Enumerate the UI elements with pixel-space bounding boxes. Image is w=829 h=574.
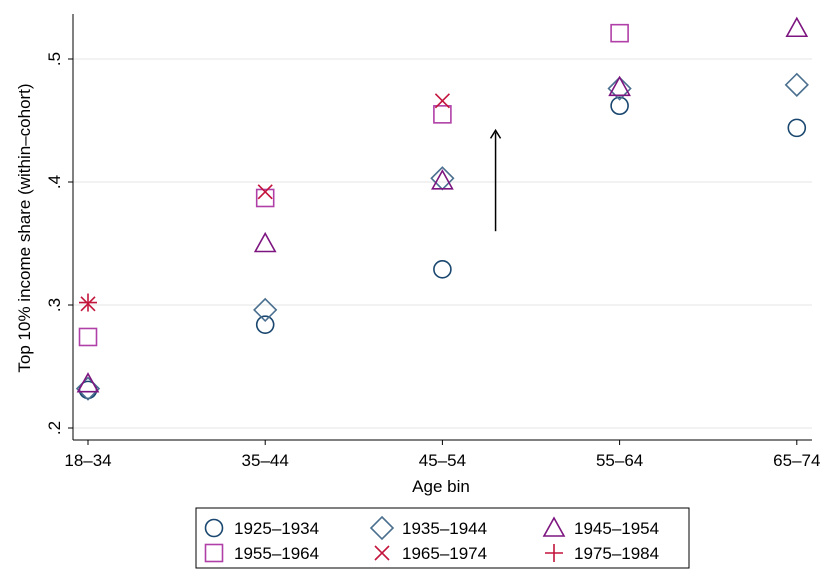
- data-point: [253, 297, 278, 323]
- y-axis-title: Top 10% income share (within–cohort): [15, 83, 34, 372]
- y-tick-label: .3: [45, 298, 64, 312]
- series-plus: [79, 293, 97, 312]
- legend-marker: [545, 544, 563, 562]
- x-marker-stroke: [374, 545, 390, 561]
- series-x: [80, 93, 450, 312]
- x-tick-label: 55–64: [596, 451, 643, 470]
- data-point: [75, 376, 101, 401]
- data-point: [434, 93, 450, 109]
- data-point: [608, 75, 631, 97]
- legend-marker: [542, 516, 566, 537]
- data-point: [607, 76, 632, 101]
- legend-label: 1965–1974: [402, 544, 487, 563]
- x-ticks: 18–34 35–44 45–54 55–64 65–74: [64, 440, 820, 470]
- legend-box: [195, 507, 690, 569]
- x-tick-label: 18–34: [64, 451, 111, 470]
- data-point: [79, 293, 97, 312]
- data-point: [431, 169, 454, 190]
- annotations: [489, 128, 502, 232]
- legend-marker: [374, 545, 390, 561]
- x-tick-label: 45–54: [419, 451, 466, 470]
- legend-label: 1975–1984: [574, 544, 659, 563]
- x-marker-stroke: [257, 184, 273, 200]
- data-point: [257, 184, 273, 200]
- x-tick-label: 65–74: [773, 451, 820, 470]
- data-point: [610, 23, 629, 43]
- legend-label: 1935–1944: [402, 519, 487, 538]
- data-point: [787, 118, 807, 138]
- data-point: [784, 72, 809, 97]
- arrow-head: [489, 128, 502, 139]
- legend-marker: [204, 543, 224, 563]
- data-point: [610, 96, 629, 116]
- legend: 1925–1934 1935–1944 1945–1954 1955–1964 1965…: [195, 507, 690, 569]
- data-point: [253, 231, 277, 253]
- data-point: [785, 16, 809, 38]
- legend-marker: [369, 515, 395, 541]
- series-triangle: [76, 16, 809, 393]
- data-point: [255, 188, 275, 208]
- data-point: [78, 327, 98, 347]
- legend-label: 1925–1934: [234, 519, 319, 538]
- data-point: [433, 260, 452, 279]
- y-tick-label: .5: [45, 52, 64, 66]
- y-ticks: .2 .3 .4 .5: [45, 52, 73, 435]
- legend-label: 1955–1964: [234, 544, 319, 563]
- x-axis-title: Age bin: [412, 477, 470, 496]
- gridlines: [73, 58, 812, 429]
- data-point: [433, 105, 452, 124]
- series-square: [78, 23, 629, 347]
- data-point: [76, 372, 100, 393]
- y-tick-label: .2: [45, 421, 64, 435]
- legend-label: 1945–1954: [574, 519, 659, 538]
- x-tick-label: 35–44: [242, 451, 289, 470]
- data-point: [255, 315, 275, 334]
- axes: [72, 14, 812, 441]
- data-markers: [75, 16, 809, 401]
- y-tick-label: .4: [45, 175, 64, 189]
- x-marker-stroke: [434, 93, 450, 109]
- series-circle: [78, 96, 807, 400]
- legend-marker: [204, 518, 224, 538]
